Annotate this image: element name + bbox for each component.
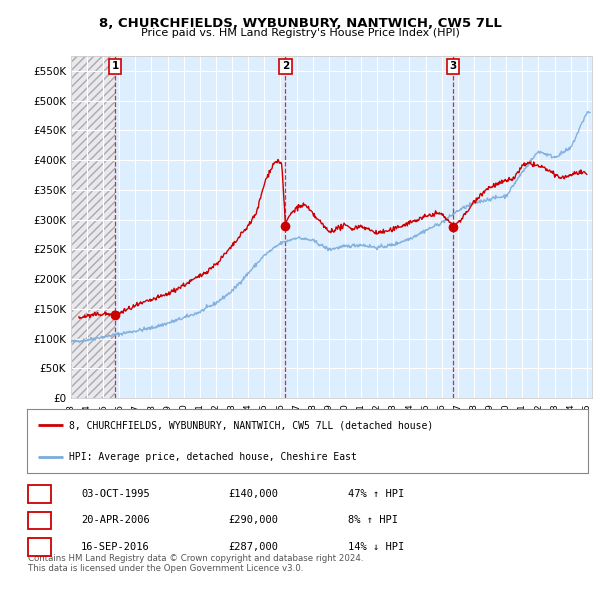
Text: 03-OCT-1995: 03-OCT-1995 [81,489,150,499]
Text: 47% ↑ HPI: 47% ↑ HPI [348,489,404,499]
Text: 1: 1 [36,489,43,499]
Text: HPI: Average price, detached house, Cheshire East: HPI: Average price, detached house, Ches… [69,453,357,462]
Text: Contains HM Land Registry data © Crown copyright and database right 2024.
This d: Contains HM Land Registry data © Crown c… [28,554,364,573]
Text: 8% ↑ HPI: 8% ↑ HPI [348,516,398,525]
Text: 16-SEP-2016: 16-SEP-2016 [81,542,150,552]
Text: 8, CHURCHFIELDS, WYBUNBURY, NANTWICH, CW5 7LL: 8, CHURCHFIELDS, WYBUNBURY, NANTWICH, CW… [98,17,502,30]
Bar [71,56,115,398]
Text: 3: 3 [36,542,43,552]
Text: £140,000: £140,000 [228,489,278,499]
Text: Price paid vs. HM Land Registry's House Price Index (HPI): Price paid vs. HM Land Registry's House … [140,28,460,38]
Text: £287,000: £287,000 [228,542,278,552]
Text: 3: 3 [449,61,457,71]
Text: 2: 2 [36,516,43,525]
Text: 20-APR-2006: 20-APR-2006 [81,516,150,525]
Text: £290,000: £290,000 [228,516,278,525]
Text: 1: 1 [112,61,119,71]
Text: 14% ↓ HPI: 14% ↓ HPI [348,542,404,552]
Text: 2: 2 [282,61,289,71]
Text: 8, CHURCHFIELDS, WYBUNBURY, NANTWICH, CW5 7LL (detached house): 8, CHURCHFIELDS, WYBUNBURY, NANTWICH, CW… [69,421,433,430]
